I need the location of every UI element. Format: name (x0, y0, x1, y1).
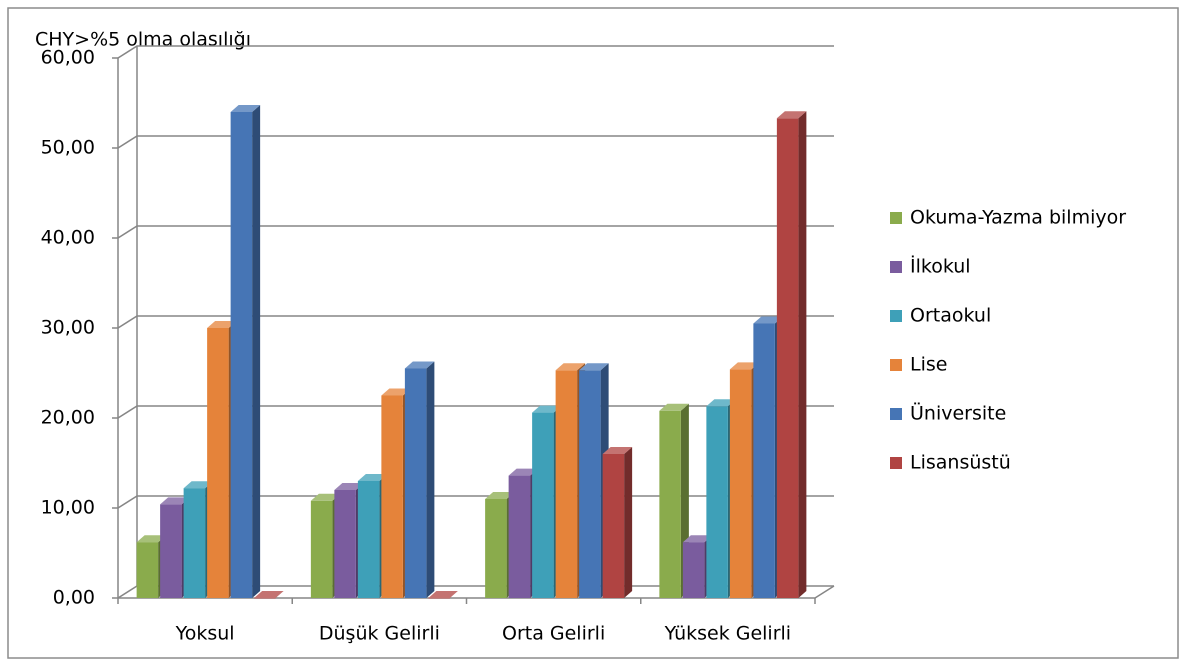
x-tick-label: Orta Gelirli (502, 623, 605, 645)
bar-front (310, 500, 333, 598)
legend-swatch (890, 261, 902, 273)
bar-side (624, 447, 633, 598)
bar-front (485, 499, 507, 598)
bar-top (776, 111, 807, 119)
bar-front (207, 328, 229, 598)
legend-label: Üniversite (910, 402, 1006, 425)
y-tick-label: 40,00 (41, 227, 95, 249)
bar-front (230, 112, 253, 598)
bar-top (729, 362, 760, 370)
grid-line (117, 315, 834, 329)
chart-title: CHY>%5 olma olasılığı (35, 29, 251, 51)
bar-top (579, 363, 609, 371)
bar-front (682, 542, 705, 598)
bar (254, 591, 284, 599)
bar-top (706, 399, 736, 407)
y-tick-label: 10,00 (41, 497, 95, 519)
bar-front (729, 369, 752, 598)
grid-line (117, 45, 834, 59)
bar-front (706, 406, 728, 598)
bar-top (357, 474, 388, 481)
bar-front (579, 370, 601, 598)
x-tick-label: Yüksek Gelirli (664, 623, 791, 645)
bar-top (310, 493, 341, 501)
legend-swatch (890, 310, 902, 322)
bar-front (334, 490, 356, 598)
x-tick-label: Düşük Gelirli (319, 623, 440, 645)
bar-top (555, 363, 586, 371)
bar-top (334, 483, 364, 490)
bar-front (404, 368, 427, 598)
x-tick-label: Yoksul (175, 623, 235, 645)
bar-top (532, 405, 562, 413)
bar (404, 361, 435, 598)
bar-front (508, 475, 531, 598)
bar-top (404, 361, 435, 369)
bar-front (428, 598, 450, 599)
bar-front (602, 454, 625, 598)
bar-top (136, 535, 167, 543)
bar-top (160, 497, 190, 505)
y-tick-label: 50,00 (41, 137, 95, 159)
bar-top (753, 316, 783, 324)
bar-front (254, 598, 276, 599)
bar-side (798, 111, 807, 599)
legend-label: Ortaokul (910, 305, 991, 327)
bar-top (207, 321, 237, 328)
bar-side (426, 361, 435, 598)
bar-front (160, 504, 182, 598)
legend-swatch (890, 359, 902, 371)
grid-line (117, 225, 834, 239)
bar-front (532, 412, 554, 598)
bar-top (230, 105, 261, 112)
bar-top (183, 481, 214, 489)
legend-label: Lise (910, 354, 947, 376)
bar-front (659, 410, 681, 598)
bar-top (381, 388, 411, 396)
bar-top (682, 535, 713, 543)
y-tick-label: 20,00 (41, 407, 95, 429)
legend-label: Okuma-Yazma bilmiyor (910, 207, 1126, 229)
legend-swatch (890, 408, 902, 420)
bar-top (254, 591, 284, 598)
bar (602, 447, 633, 598)
bar-front (776, 118, 799, 599)
legend-label: İlkokul (910, 255, 971, 278)
bar-front (753, 323, 775, 598)
bar (230, 105, 261, 598)
legend-swatch (890, 457, 902, 469)
legend-swatch (890, 212, 902, 224)
bar-top (508, 468, 539, 476)
bar-front (381, 395, 403, 598)
grid-line (117, 135, 834, 149)
bar-top (428, 591, 458, 598)
bar-front (183, 488, 206, 598)
bar-top (602, 447, 633, 454)
bar (776, 111, 807, 599)
bar-top (485, 492, 515, 499)
bar-front (357, 481, 380, 598)
y-tick-label: 60,00 (41, 47, 95, 69)
bar-front (555, 370, 578, 598)
bar-front (136, 542, 159, 598)
bar-top (659, 403, 689, 411)
y-tick-label: 30,00 (41, 317, 95, 339)
y-tick-label: 0,00 (53, 587, 95, 609)
bar-side (252, 105, 261, 598)
legend-label: Lisansüstü (910, 452, 1011, 474)
bar (428, 591, 458, 599)
